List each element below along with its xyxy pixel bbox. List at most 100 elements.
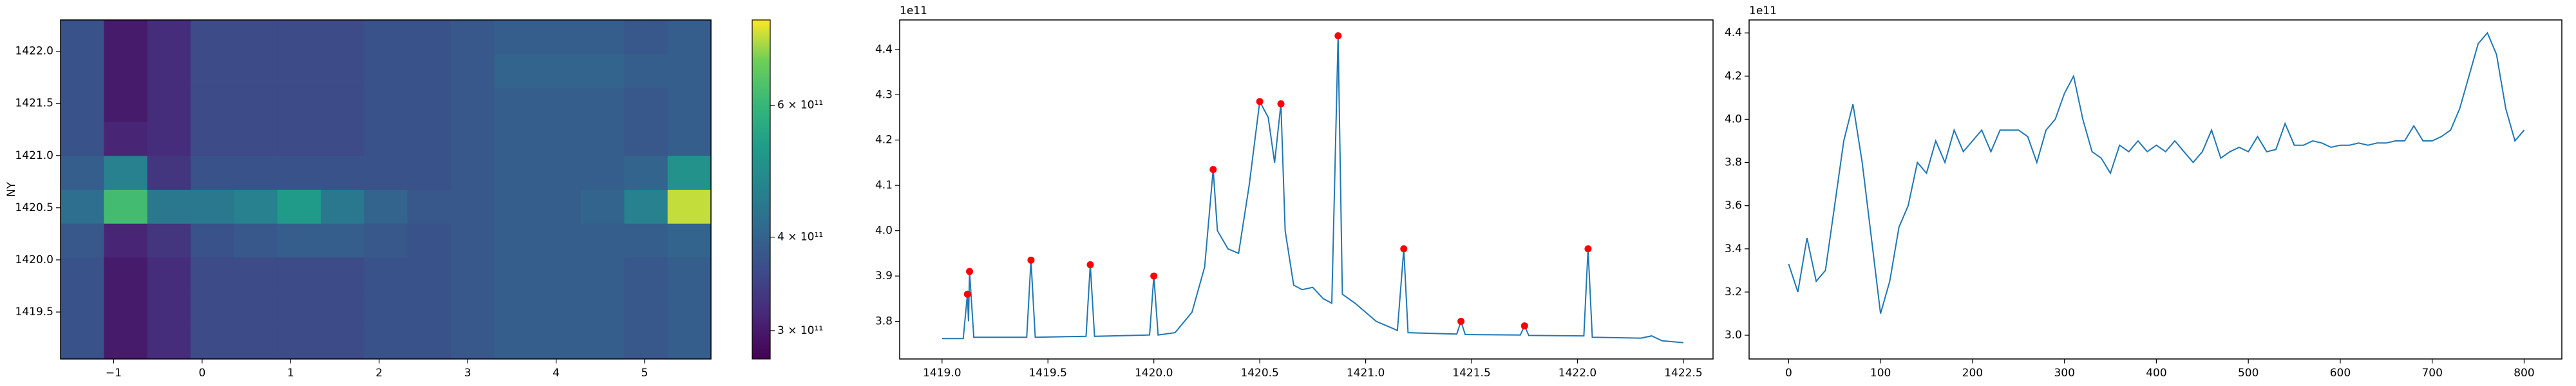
heatmap-cell — [104, 20, 148, 55]
offset-label: 1e11 — [900, 5, 927, 17]
peak-marker — [1584, 245, 1592, 253]
x-tick-label: 5 — [641, 367, 649, 380]
heatmap-cell — [581, 325, 625, 360]
heatmap-cell — [147, 325, 191, 360]
heatmap-cell — [494, 223, 538, 258]
heatmap-cell — [147, 87, 191, 122]
heatmap-cell — [537, 155, 582, 190]
heatmap-cell — [624, 291, 668, 326]
heatmap-cell — [581, 87, 625, 122]
heatmap-cell — [277, 122, 321, 156]
heatmap-cell — [234, 291, 278, 326]
heatmap-cell — [407, 20, 451, 55]
y-tick-label: 3.9 — [875, 270, 893, 282]
heatmap-cell — [191, 20, 234, 55]
heatmap-cell — [191, 291, 234, 326]
heatmap-cell — [407, 325, 451, 360]
heatmap-cell — [624, 257, 668, 292]
axes-frame — [899, 19, 1714, 360]
heatmap-cell — [147, 155, 191, 190]
heatmap-cell — [61, 325, 104, 360]
colorbar — [752, 19, 771, 360]
peak-marker — [1457, 318, 1465, 326]
heatmap-cell — [61, 87, 104, 122]
heatmap-cell — [451, 189, 495, 224]
heatmap-cell — [234, 122, 278, 156]
heatmap-cell — [364, 122, 408, 156]
heatmap-cell — [581, 291, 625, 326]
heatmap-cell — [364, 189, 408, 224]
heatmap-cell — [537, 291, 582, 326]
heatmap-cell — [494, 189, 538, 224]
heatmap-cell — [321, 223, 365, 258]
heatmap-cell — [147, 189, 191, 224]
x-tick-label: 1421.0 — [1347, 367, 1385, 380]
heatmap-cell — [494, 122, 538, 156]
peak-marker — [1027, 256, 1035, 264]
heatmap-cell — [191, 325, 234, 360]
heatmap-cell — [364, 223, 408, 258]
heatmap-cell — [407, 122, 451, 156]
heatmap-cell — [667, 223, 712, 258]
heatmap-cell — [61, 122, 104, 156]
heatmap-cell — [407, 155, 451, 190]
colorbar-tick-label: 4 × 10¹¹ — [777, 231, 823, 244]
heatmap-cell — [667, 257, 712, 292]
heatmap-cell — [494, 87, 538, 122]
peak-marker — [966, 268, 974, 275]
heatmap-cell — [364, 20, 408, 55]
heatmap-cell — [407, 53, 451, 88]
x-tick-label: 100 — [1870, 367, 1891, 380]
heatmap-cell — [667, 20, 712, 55]
y-tick-label: 1419.5 — [15, 306, 53, 318]
heatmap-cell — [667, 291, 712, 326]
x-tick-label: 1422.5 — [1664, 367, 1702, 380]
y-tick-label: 4.0 — [875, 225, 893, 237]
heatmap-cell — [277, 325, 321, 360]
heatmap-cell — [61, 291, 104, 326]
heatmap-cell — [234, 53, 278, 88]
y-tick-label: 4.2 — [875, 134, 893, 147]
y-tick-label: 1421.5 — [15, 97, 53, 110]
x-tick-label: 0 — [1785, 367, 1792, 380]
heatmap-cell — [61, 155, 104, 190]
y-tick-label: 1420.0 — [15, 253, 53, 266]
y-tick-label: 3.6 — [1725, 199, 1742, 212]
heatmap-cell — [104, 291, 148, 326]
heatmap-cell — [234, 257, 278, 292]
x-tick-label: 4 — [553, 367, 560, 380]
heatmap-cell — [191, 189, 234, 224]
y-tick-label: 4.1 — [875, 179, 893, 192]
x-tick-label: 1422.0 — [1558, 367, 1596, 380]
heatmap-cell — [667, 325, 712, 360]
y-tick-label: 4.3 — [875, 88, 893, 101]
heatmap-cell — [537, 87, 582, 122]
heatmap-cell — [321, 257, 365, 292]
heatmap-cell — [407, 291, 451, 326]
y-tick-label: 4.2 — [1725, 69, 1742, 82]
heatmap-cell — [451, 122, 495, 156]
heatmap-cell — [581, 155, 625, 190]
y-tick-label: 1422.0 — [15, 45, 53, 58]
colorbar-tick-label: 3 × 10¹¹ — [777, 324, 823, 337]
heatmap-cell — [581, 20, 625, 55]
peak-marker — [963, 290, 971, 298]
heatmap-cell — [61, 223, 104, 258]
x-tick-label: 1421.5 — [1452, 367, 1490, 380]
heatmap-cell — [624, 223, 668, 258]
heatmap-cell — [581, 53, 625, 88]
peak-marker — [1209, 166, 1217, 173]
x-tick-label: 0 — [198, 367, 205, 380]
heatmap-cell — [451, 20, 495, 55]
heatmap-cell — [537, 257, 582, 292]
heatmap-cell — [147, 291, 191, 326]
heatmap-cell — [624, 189, 668, 224]
heatmap-cell — [234, 20, 278, 55]
heatmap-cell — [61, 189, 104, 224]
x-tick-label: 700 — [2421, 367, 2442, 380]
heatmap-cell — [364, 53, 408, 88]
heatmap-cell — [234, 325, 278, 360]
heatmap-cell — [581, 189, 625, 224]
